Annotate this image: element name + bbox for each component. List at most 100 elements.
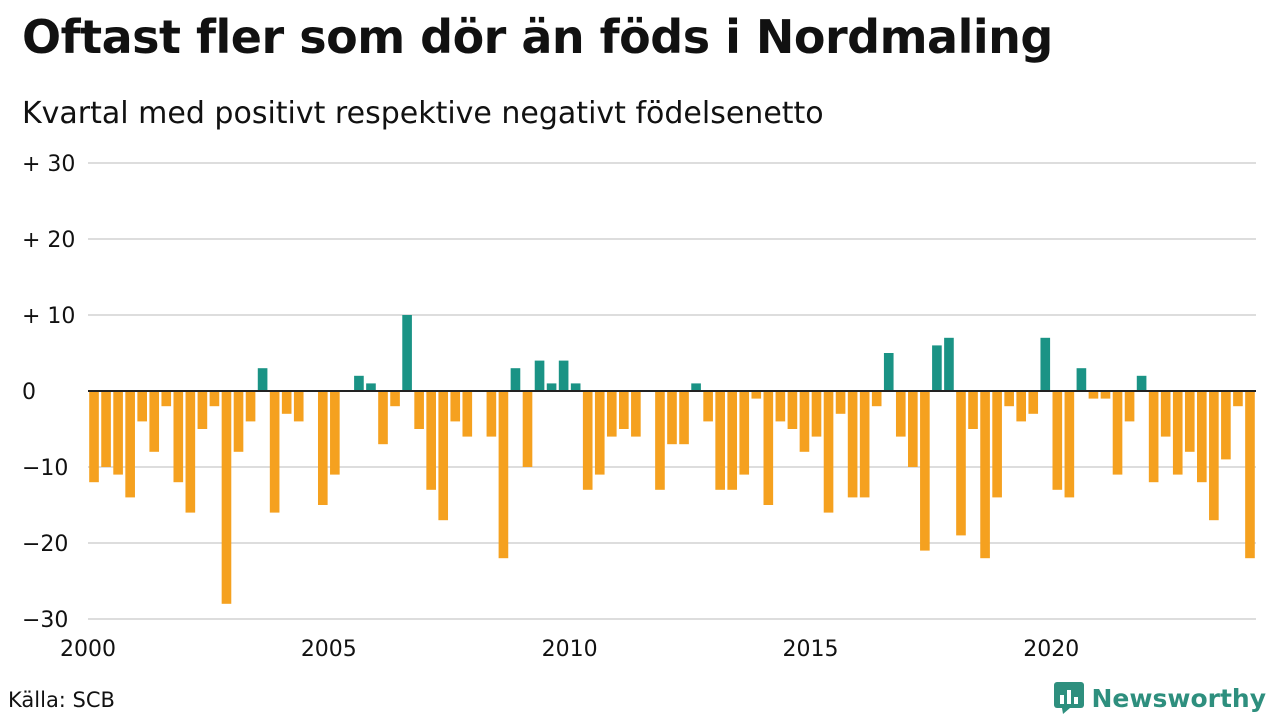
bar bbox=[883, 353, 894, 391]
bar bbox=[101, 391, 111, 467]
y-tick-label: −10 bbox=[22, 456, 68, 481]
bar bbox=[751, 391, 762, 399]
chart-subtitle: Kvartal med positivt respektive negativt… bbox=[22, 96, 824, 131]
source-note: Källa: SCB bbox=[8, 688, 115, 712]
y-tick-label: + 30 bbox=[22, 152, 75, 177]
bar bbox=[281, 391, 292, 414]
brand-name: Newsworthy bbox=[1091, 683, 1267, 713]
newsworthy-logo-icon bbox=[1053, 682, 1084, 714]
bar bbox=[221, 391, 232, 604]
bar bbox=[522, 391, 533, 467]
x-tick-label: 2020 bbox=[1023, 637, 1079, 662]
bar bbox=[956, 391, 966, 536]
bar bbox=[787, 391, 798, 429]
bar bbox=[1221, 391, 1231, 460]
bar bbox=[257, 368, 268, 391]
y-tick-label: −20 bbox=[22, 532, 68, 557]
x-axis-tick-labels: 2000 2005 2010 2015 2020 bbox=[60, 637, 1079, 662]
bar bbox=[426, 391, 436, 490]
bar bbox=[667, 391, 677, 445]
bar bbox=[293, 391, 304, 422]
bar bbox=[835, 391, 846, 414]
bar bbox=[763, 391, 774, 505]
bar bbox=[715, 391, 725, 490]
bar bbox=[582, 391, 593, 490]
bar bbox=[125, 391, 135, 498]
bar bbox=[619, 391, 629, 429]
bar bbox=[655, 391, 665, 490]
bar bbox=[1088, 391, 1099, 399]
bar bbox=[1112, 391, 1123, 475]
bar bbox=[847, 391, 858, 498]
bar bbox=[932, 345, 942, 391]
bar bbox=[859, 391, 870, 498]
bar bbox=[462, 391, 473, 437]
bar bbox=[149, 391, 160, 452]
bar bbox=[1136, 375, 1147, 391]
bar bbox=[606, 391, 617, 437]
bar bbox=[498, 391, 509, 559]
bar bbox=[390, 391, 400, 407]
bar bbox=[691, 383, 701, 391]
bar-chart: + 30+ 20+ 100−10−20−30 2000 2005 2010 2015 2… bbox=[22, 152, 1256, 662]
bar bbox=[1209, 391, 1219, 521]
bar bbox=[378, 391, 388, 445]
x-tick-label: 2000 bbox=[60, 637, 116, 662]
bars bbox=[89, 315, 1255, 604]
bar bbox=[402, 315, 412, 391]
bar bbox=[1124, 391, 1135, 422]
bar bbox=[317, 391, 328, 505]
bar bbox=[546, 383, 557, 391]
bar bbox=[823, 391, 834, 513]
bar bbox=[354, 375, 364, 391]
bar bbox=[486, 391, 497, 437]
bar bbox=[1040, 337, 1051, 391]
bar bbox=[1233, 391, 1243, 407]
bar bbox=[968, 391, 978, 429]
bar bbox=[330, 391, 340, 475]
bar bbox=[1184, 391, 1195, 452]
bar bbox=[1076, 368, 1087, 391]
x-tick-label: 2010 bbox=[542, 637, 598, 662]
bar bbox=[89, 391, 99, 483]
bar bbox=[1160, 391, 1171, 437]
x-tick-label: 2005 bbox=[301, 637, 357, 662]
y-tick-label: + 10 bbox=[22, 304, 75, 329]
bar bbox=[197, 391, 208, 429]
bar bbox=[775, 391, 786, 422]
bar bbox=[594, 391, 605, 475]
bar bbox=[1016, 391, 1027, 422]
chart-title: Oftast fler som dör än föds i Nordmaling bbox=[22, 10, 1053, 64]
bar bbox=[871, 391, 882, 407]
bar bbox=[679, 391, 689, 445]
bar bbox=[1245, 391, 1255, 559]
bar bbox=[1100, 391, 1111, 399]
bar bbox=[1004, 391, 1014, 407]
y-tick-label: + 20 bbox=[22, 228, 75, 253]
bar bbox=[209, 391, 220, 407]
bar bbox=[799, 391, 810, 452]
bar bbox=[269, 391, 280, 513]
bar bbox=[450, 391, 461, 422]
bar bbox=[185, 391, 196, 513]
bar bbox=[920, 391, 930, 551]
bar bbox=[811, 391, 822, 437]
y-tick-label: 0 bbox=[22, 380, 36, 405]
bar bbox=[908, 391, 918, 467]
bar bbox=[233, 391, 244, 452]
bar bbox=[438, 391, 449, 521]
bar bbox=[944, 337, 954, 391]
bar bbox=[1197, 391, 1207, 483]
brand-logo[interactable]: Newsworthy bbox=[1053, 682, 1267, 714]
bar bbox=[173, 391, 184, 483]
bar bbox=[534, 360, 545, 391]
bar bbox=[510, 368, 521, 391]
bar bbox=[558, 360, 569, 391]
bar bbox=[1172, 391, 1183, 475]
bar bbox=[366, 383, 376, 391]
bar bbox=[631, 391, 641, 437]
bar bbox=[245, 391, 256, 422]
bar bbox=[414, 391, 424, 429]
bar bbox=[703, 391, 713, 422]
bar bbox=[1148, 391, 1159, 483]
